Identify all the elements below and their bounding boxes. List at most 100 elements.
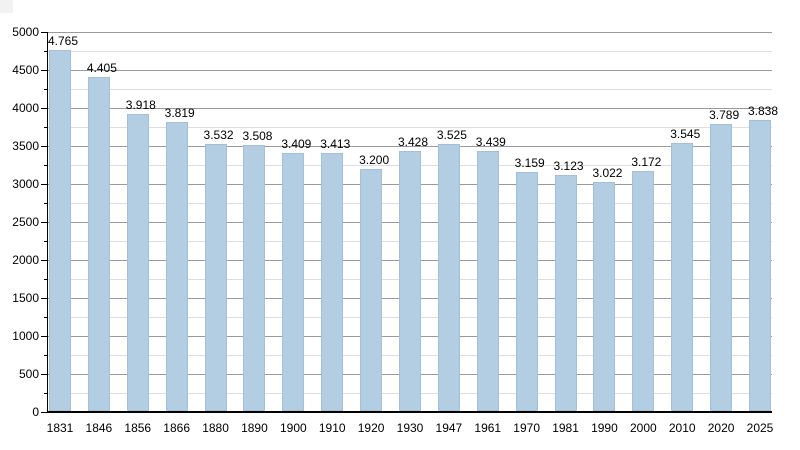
bar xyxy=(204,143,227,411)
bar-value-label: 3.545 xyxy=(670,126,701,141)
bar-value-label: 3.439 xyxy=(475,134,506,149)
y-axis-tick-label: 3000 xyxy=(12,177,39,191)
x-axis-tick-label: 1961 xyxy=(474,421,502,435)
y-axis-minor-tick xyxy=(44,317,48,318)
x-axis-tick-label: 1831 xyxy=(46,421,74,435)
y-axis-tick-label: 3500 xyxy=(12,139,39,153)
x-axis-tick-label: 1990 xyxy=(591,421,618,435)
y-axis-major-tick xyxy=(41,374,48,375)
bar xyxy=(515,171,538,411)
bar xyxy=(632,170,655,411)
y-axis-minor-tick xyxy=(44,203,48,204)
y-axis-major-tick xyxy=(41,108,48,109)
y-axis-major-tick xyxy=(41,298,48,299)
x-axis-tick-label: 1981 xyxy=(552,421,579,435)
bar-value-label: 3.532 xyxy=(203,127,234,142)
bar xyxy=(749,120,771,411)
gridline-major xyxy=(48,32,772,33)
bar xyxy=(282,152,305,411)
bar-value-label: 4.765 xyxy=(48,33,79,48)
y-axis-tick-label: 1500 xyxy=(12,291,39,305)
y-axis-tick-label: 2500 xyxy=(12,215,39,229)
y-axis-minor-tick xyxy=(44,51,48,52)
bar xyxy=(321,152,344,411)
y-axis-major-tick xyxy=(41,146,48,147)
y-axis-major-tick xyxy=(41,184,48,185)
x-axis-line xyxy=(47,411,772,413)
y-axis-tick-label: 5000 xyxy=(12,25,39,39)
x-axis-tick-label: 1866 xyxy=(163,421,190,435)
y-axis-minor-tick xyxy=(44,393,48,394)
bar-value-label: 3.525 xyxy=(436,128,467,143)
bar xyxy=(360,168,383,411)
y-axis-major-tick xyxy=(41,222,48,223)
y-axis-minor-tick xyxy=(44,241,48,242)
x-axis-tick-label: 2010 xyxy=(668,421,696,435)
x-axis-tick-label: 2020 xyxy=(707,421,735,435)
y-axis-major-tick xyxy=(41,70,48,71)
bar-value-label: 3.789 xyxy=(709,108,740,123)
gridline-major xyxy=(48,146,772,147)
bar xyxy=(476,150,499,411)
bar xyxy=(437,144,460,411)
x-axis-tick-label: 1880 xyxy=(202,421,229,435)
bar-value-label: 3.123 xyxy=(553,158,584,173)
gridline-minor xyxy=(48,89,772,90)
gridline-minor xyxy=(48,51,772,52)
bar xyxy=(710,124,733,411)
bar-value-label: 3.819 xyxy=(164,105,195,120)
x-axis-tick-label: 1930 xyxy=(396,421,424,435)
y-axis-minor-tick xyxy=(44,127,48,128)
x-axis-tick-label: 1900 xyxy=(279,421,307,435)
bar xyxy=(671,142,694,411)
x-axis-tick-label: 1947 xyxy=(435,421,463,435)
y-axis-major-tick xyxy=(41,32,48,33)
bar xyxy=(593,182,616,411)
y-axis-line xyxy=(47,32,48,412)
x-axis-tick-label: 1846 xyxy=(85,421,113,435)
bar xyxy=(126,114,149,411)
bar-value-label: 3.409 xyxy=(281,136,312,151)
y-axis-minor-tick xyxy=(44,279,48,280)
y-axis-tick-label: 4000 xyxy=(12,101,39,115)
corner-artifact xyxy=(0,0,13,13)
y-axis-major-tick xyxy=(41,336,48,337)
bar-value-label: 3.022 xyxy=(592,166,623,181)
bar-value-label: 3.172 xyxy=(631,154,662,169)
bar-value-label: 3.838 xyxy=(748,104,779,119)
x-axis-tick-label: 1856 xyxy=(124,421,152,435)
y-axis-tick-label: 2000 xyxy=(12,253,39,267)
bar-value-label: 3.428 xyxy=(398,135,429,150)
gridline-major xyxy=(48,70,772,71)
bar xyxy=(554,174,577,411)
bar-value-label: 3.508 xyxy=(242,129,273,144)
y-axis-major-tick xyxy=(41,412,48,413)
x-axis-tick-label: 1910 xyxy=(318,421,346,435)
bar xyxy=(399,151,421,411)
y-axis-minor-tick xyxy=(44,165,48,166)
x-axis-tick-label: 1890 xyxy=(241,421,268,435)
x-axis-tick-label: 2000 xyxy=(629,421,657,435)
x-axis-tick-label: 1970 xyxy=(513,421,540,435)
x-axis-tick-label: 2025 xyxy=(746,421,774,435)
y-axis-minor-tick xyxy=(44,89,48,90)
bar xyxy=(49,49,71,411)
bar-value-label: 3.918 xyxy=(125,98,156,113)
y-axis-tick-label: 1000 xyxy=(12,329,39,343)
bar-value-label: 3.413 xyxy=(320,136,351,151)
gridline-major xyxy=(48,108,772,109)
y-axis-tick-label: 0 xyxy=(32,405,39,419)
bar xyxy=(165,121,188,411)
gridline-minor xyxy=(48,127,772,128)
bar-value-label: 4.405 xyxy=(86,61,117,76)
y-axis-tick-label: 500 xyxy=(18,367,39,381)
y-axis-tick-label: 4500 xyxy=(12,63,39,77)
bar-value-label: 3.200 xyxy=(359,152,390,167)
y-axis-major-tick xyxy=(41,260,48,261)
x-axis-tick-label: 1920 xyxy=(357,421,385,435)
y-axis-minor-tick xyxy=(44,355,48,356)
bar-value-label: 3.159 xyxy=(514,155,545,170)
bar xyxy=(87,77,110,411)
